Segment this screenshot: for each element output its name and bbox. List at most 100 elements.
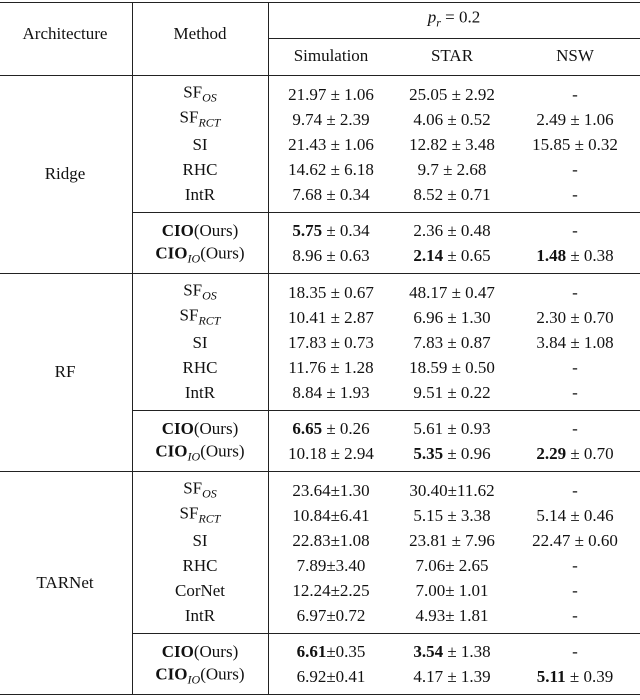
method-name: CIO(Ours) (162, 221, 239, 241)
method-name: RHC (182, 159, 218, 179)
method-name: SI (192, 530, 208, 550)
text-segment: SF (179, 305, 199, 324)
cell: 8.84 ± 1.93 (292, 382, 370, 402)
text-segment: ± 0.26 (322, 418, 370, 438)
column-rule (268, 2, 269, 694)
method-name: SI (192, 332, 208, 352)
cell: 3.54 ± 1.38 (413, 642, 490, 662)
rule (132, 633, 640, 634)
cell: 7.83 ± 0.87 (413, 332, 491, 352)
cell: 4.93± 1.81 (415, 605, 489, 625)
cell: 6.97±0.72 (296, 605, 366, 625)
text-segment: ± 0.70 (566, 443, 614, 463)
text-segment: OS (202, 486, 217, 500)
cell: - (572, 605, 578, 625)
text-segment: 2.29 (536, 443, 567, 463)
cell: 14.62 ± 6.18 (288, 159, 374, 179)
cell: - (572, 84, 578, 104)
text-segment: 5.35 (413, 443, 444, 463)
cell: 5.75 ± 0.34 (292, 221, 369, 241)
cell: 21.97 ± 1.06 (288, 84, 374, 104)
cell: 2.14 ± 0.65 (413, 246, 490, 266)
text-segment: = 0.2 (440, 7, 481, 27)
text-segment: SF (183, 478, 203, 497)
cell: - (572, 184, 578, 204)
cell: - (572, 357, 578, 377)
cell: 7.00± 1.01 (415, 580, 489, 600)
text-segment: SF (183, 82, 203, 101)
method-name: RHC (182, 555, 218, 575)
cell: 23.81 ± 7.96 (409, 530, 495, 550)
cell: 10.18 ± 2.94 (288, 443, 374, 463)
text-segment: (Ours) (193, 220, 239, 240)
cell: 6.92±0.41 (296, 666, 366, 686)
cell: 2.29 ± 0.70 (536, 444, 613, 464)
cell: 4.17 ± 1.39 (413, 666, 491, 686)
text-segment: 6.61 (296, 641, 327, 661)
cell: 17.83 ± 0.73 (288, 332, 374, 352)
rule (0, 694, 640, 695)
column-header: Simulation (293, 46, 369, 65)
column-rule (132, 2, 133, 694)
text-segment: (Ours) (200, 441, 245, 460)
cell: 23.64±1.30 (292, 480, 370, 500)
text-segment: ± 0.39 (565, 666, 614, 686)
text-segment: SF (179, 503, 199, 522)
cell: 4.06 ± 0.52 (413, 109, 491, 129)
cell: - (572, 580, 578, 600)
text-segment: 1.48 (536, 245, 567, 265)
cell: - (572, 641, 578, 661)
method-name: SFOS (183, 280, 217, 305)
cell: 6.96 ± 1.30 (413, 307, 491, 327)
rule (0, 471, 640, 472)
method-name: CIO(Ours) (162, 419, 239, 439)
cell: 12.24±2.25 (292, 580, 370, 600)
text-segment: p (427, 7, 437, 27)
rule (132, 410, 640, 411)
cell: 2.49 ± 1.06 (536, 109, 614, 129)
text-segment: CIO (161, 220, 194, 240)
text-segment: 5.75 (292, 220, 323, 240)
text-segment: ± 0.38 (566, 245, 614, 265)
text-segment: ± 0.65 (443, 245, 491, 265)
text-segment: CIO (161, 418, 194, 438)
cell: 30.40±11.62 (409, 480, 495, 500)
cell: 6.61±0.35 (297, 642, 366, 662)
method-name: CIO(Ours) (162, 642, 239, 662)
cell: - (572, 382, 578, 402)
cell: 5.35 ± 0.96 (413, 444, 490, 464)
cell: 22.83±1.08 (292, 530, 370, 550)
text-segment: ± 1.38 (443, 641, 491, 661)
architecture-name: TARNet (36, 572, 94, 592)
text-segment: 2.14 (413, 245, 444, 265)
cell: - (572, 282, 578, 302)
cell: 6.65 ± 0.26 (292, 419, 369, 439)
cell: - (572, 480, 578, 500)
rule (0, 273, 640, 274)
cell: 5.11 ± 0.39 (537, 667, 613, 687)
cell: 8.96 ± 0.63 (292, 245, 370, 265)
method-name: IntR (184, 184, 216, 204)
text-segment: (Ours) (200, 243, 245, 262)
method-name: SFRCT (180, 305, 221, 330)
text-segment: ± 0.34 (322, 220, 370, 240)
text-segment: 6.65 (292, 418, 323, 438)
cell: 5.14 ± 0.46 (536, 505, 614, 525)
method-name: SI (192, 134, 208, 154)
text-segment: ± 0.96 (443, 443, 491, 463)
text-segment: RCT (198, 511, 221, 525)
method-name: SFRCT (180, 503, 221, 528)
cell: 8.52 ± 0.71 (413, 184, 491, 204)
cell: 7.06± 2.65 (415, 555, 489, 575)
text-segment: IO (187, 672, 201, 686)
cell: - (572, 159, 578, 179)
cell: - (572, 418, 578, 438)
cell: - (572, 220, 578, 240)
method-name: CIOIO(Ours) (155, 441, 244, 466)
method-name: CIOIO(Ours) (155, 664, 244, 689)
cell: - (572, 555, 578, 575)
header-architecture: Architecture (22, 24, 108, 43)
method-name: SFRCT (180, 107, 221, 132)
cell: 48.17 ± 0.47 (409, 282, 495, 302)
text-segment: 3.54 (413, 641, 444, 661)
